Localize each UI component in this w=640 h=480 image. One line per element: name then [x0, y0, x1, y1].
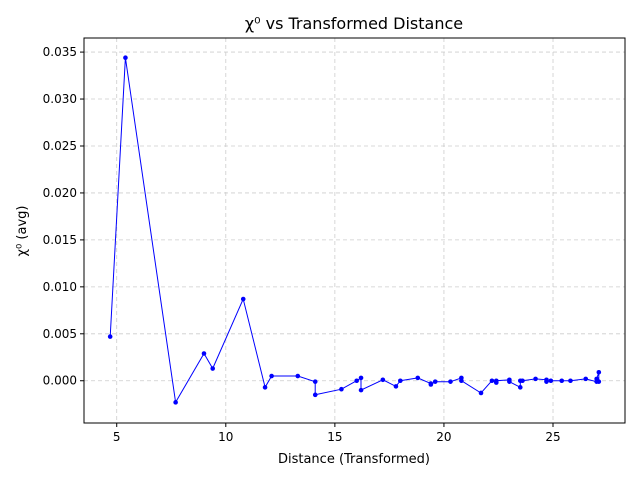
data-point: [398, 378, 403, 384]
grid-lines: [84, 38, 625, 423]
y-tick-label: 0.030: [43, 92, 77, 106]
data-series: [107, 55, 602, 405]
x-tick-label: 5: [113, 430, 121, 444]
data-point: [568, 378, 573, 384]
data-point: [358, 375, 364, 381]
data-point: [380, 377, 386, 383]
data-point: [478, 390, 484, 396]
y-axis-label: χ⁰ (avg): [15, 206, 30, 257]
data-point: [269, 373, 274, 379]
data-point: [358, 387, 364, 393]
y-tick-label: 0.005: [43, 327, 77, 341]
x-tick-label: 10: [218, 430, 233, 444]
y-tick-label: 0.015: [43, 233, 77, 247]
x-tick-label: 20: [436, 430, 451, 444]
data-point: [354, 378, 359, 384]
y-tick-label: 0.010: [43, 280, 77, 294]
axes: 5 10 15 20 25 0.000 0.005 0.010 0.015 0.020 0.025 0…: [43, 37, 626, 444]
data-point: [548, 378, 554, 384]
y-tick-label: 0.000: [43, 374, 77, 388]
data-point: [240, 296, 246, 302]
data-point: [262, 385, 268, 390]
x-axis-label: Distance (Transformed): [278, 452, 430, 467]
data-point: [339, 386, 344, 392]
data-point: [432, 379, 438, 384]
data-point: [489, 378, 495, 384]
y-tick-label: 0.025: [43, 139, 77, 153]
data-point: [544, 379, 549, 384]
data-point: [123, 55, 128, 61]
data-point: [428, 382, 434, 387]
data-point: [596, 379, 602, 384]
data-point: [312, 392, 318, 398]
data-point: [415, 375, 421, 381]
data-point: [507, 379, 512, 384]
data-point: [517, 385, 523, 390]
data-point: [210, 366, 216, 371]
data-point: [107, 334, 113, 339]
x-tick-label: 25: [545, 430, 560, 444]
x-tick-label: 15: [327, 430, 342, 444]
data-point: [295, 373, 301, 379]
data-point: [493, 378, 499, 384]
data-point: [533, 376, 538, 382]
data-point: [393, 384, 399, 389]
data-point: [312, 379, 318, 384]
chart-title: χ⁰ vs Transformed Distance: [245, 14, 463, 33]
data-point: [459, 378, 464, 384]
plot-frame: [83, 37, 626, 424]
data-point: [559, 378, 565, 384]
data-point: [201, 351, 207, 356]
data-point: [448, 379, 453, 384]
y-tick-label: 0.035: [43, 45, 77, 59]
data-point: [596, 369, 602, 375]
data-point: [173, 400, 178, 405]
data-point: [583, 376, 589, 382]
y-tick-label: 0.020: [43, 186, 77, 200]
data-point: [520, 378, 525, 384]
